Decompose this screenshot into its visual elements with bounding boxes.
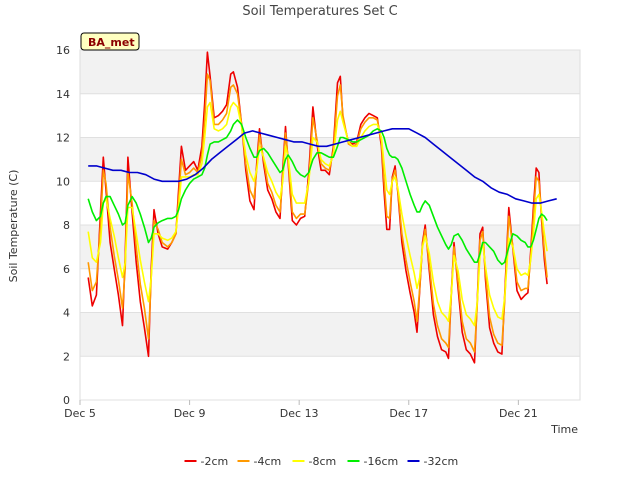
y-tick-label: 16	[56, 44, 70, 57]
x-tick-label: Dec 17	[389, 407, 428, 420]
legend-label: -8cm	[309, 455, 337, 468]
y-axis-label: Soil Temperature (C)	[7, 170, 20, 283]
legend-item: -8cm	[292, 455, 337, 468]
y-tick-label: 8	[63, 219, 70, 232]
x-tick-label: Dec 21	[499, 407, 538, 420]
background-band	[80, 50, 580, 94]
x-axis-label: Time	[550, 423, 578, 436]
x-tick-label: Dec 5	[64, 407, 96, 420]
y-tick-label: 10	[56, 175, 70, 188]
y-tick-label: 0	[63, 394, 70, 407]
legend-item: -4cm	[237, 455, 282, 468]
series-line-8cmcm	[87, 101, 548, 327]
legend-label: -2cm	[201, 455, 229, 468]
legend-item: -32cm	[407, 455, 459, 468]
site-badge: BA_met	[80, 32, 140, 51]
series-line-4cmcm	[87, 73, 548, 353]
plot-background-bands	[80, 50, 580, 357]
x-tick-label: Dec 13	[280, 407, 319, 420]
chart-title: Soil Temperatures Set C	[242, 4, 397, 19]
legend: -2cm -4cm -8cm -16cm -32cm	[184, 455, 459, 468]
y-tick-label: 4	[63, 307, 70, 320]
y-tick-label: 6	[63, 263, 70, 276]
legend-label: -16cm	[364, 455, 399, 468]
y-tick-label: 14	[56, 88, 70, 101]
legend-item: -2cm	[184, 455, 229, 468]
background-band	[80, 312, 580, 357]
series-lines	[87, 51, 557, 364]
x-tick-label: Dec 9	[174, 407, 206, 420]
legend-item: -16cm	[347, 455, 399, 468]
y-axis-ticks: 0 2 4 6 8 10 12 14 16	[56, 44, 70, 407]
series-line-32cmcm	[88, 128, 557, 204]
legend-label: -4cm	[254, 455, 282, 468]
y-tick-label: 12	[56, 132, 70, 145]
y-tick-label: 2	[63, 350, 70, 363]
x-axis-ticks: Dec 5 Dec 9 Dec 13 Dec 17 Dec 21	[64, 400, 538, 420]
site-badge-label: BA_met	[88, 36, 135, 49]
legend-label: -32cm	[424, 455, 459, 468]
series-line-16cmcm	[87, 119, 548, 266]
